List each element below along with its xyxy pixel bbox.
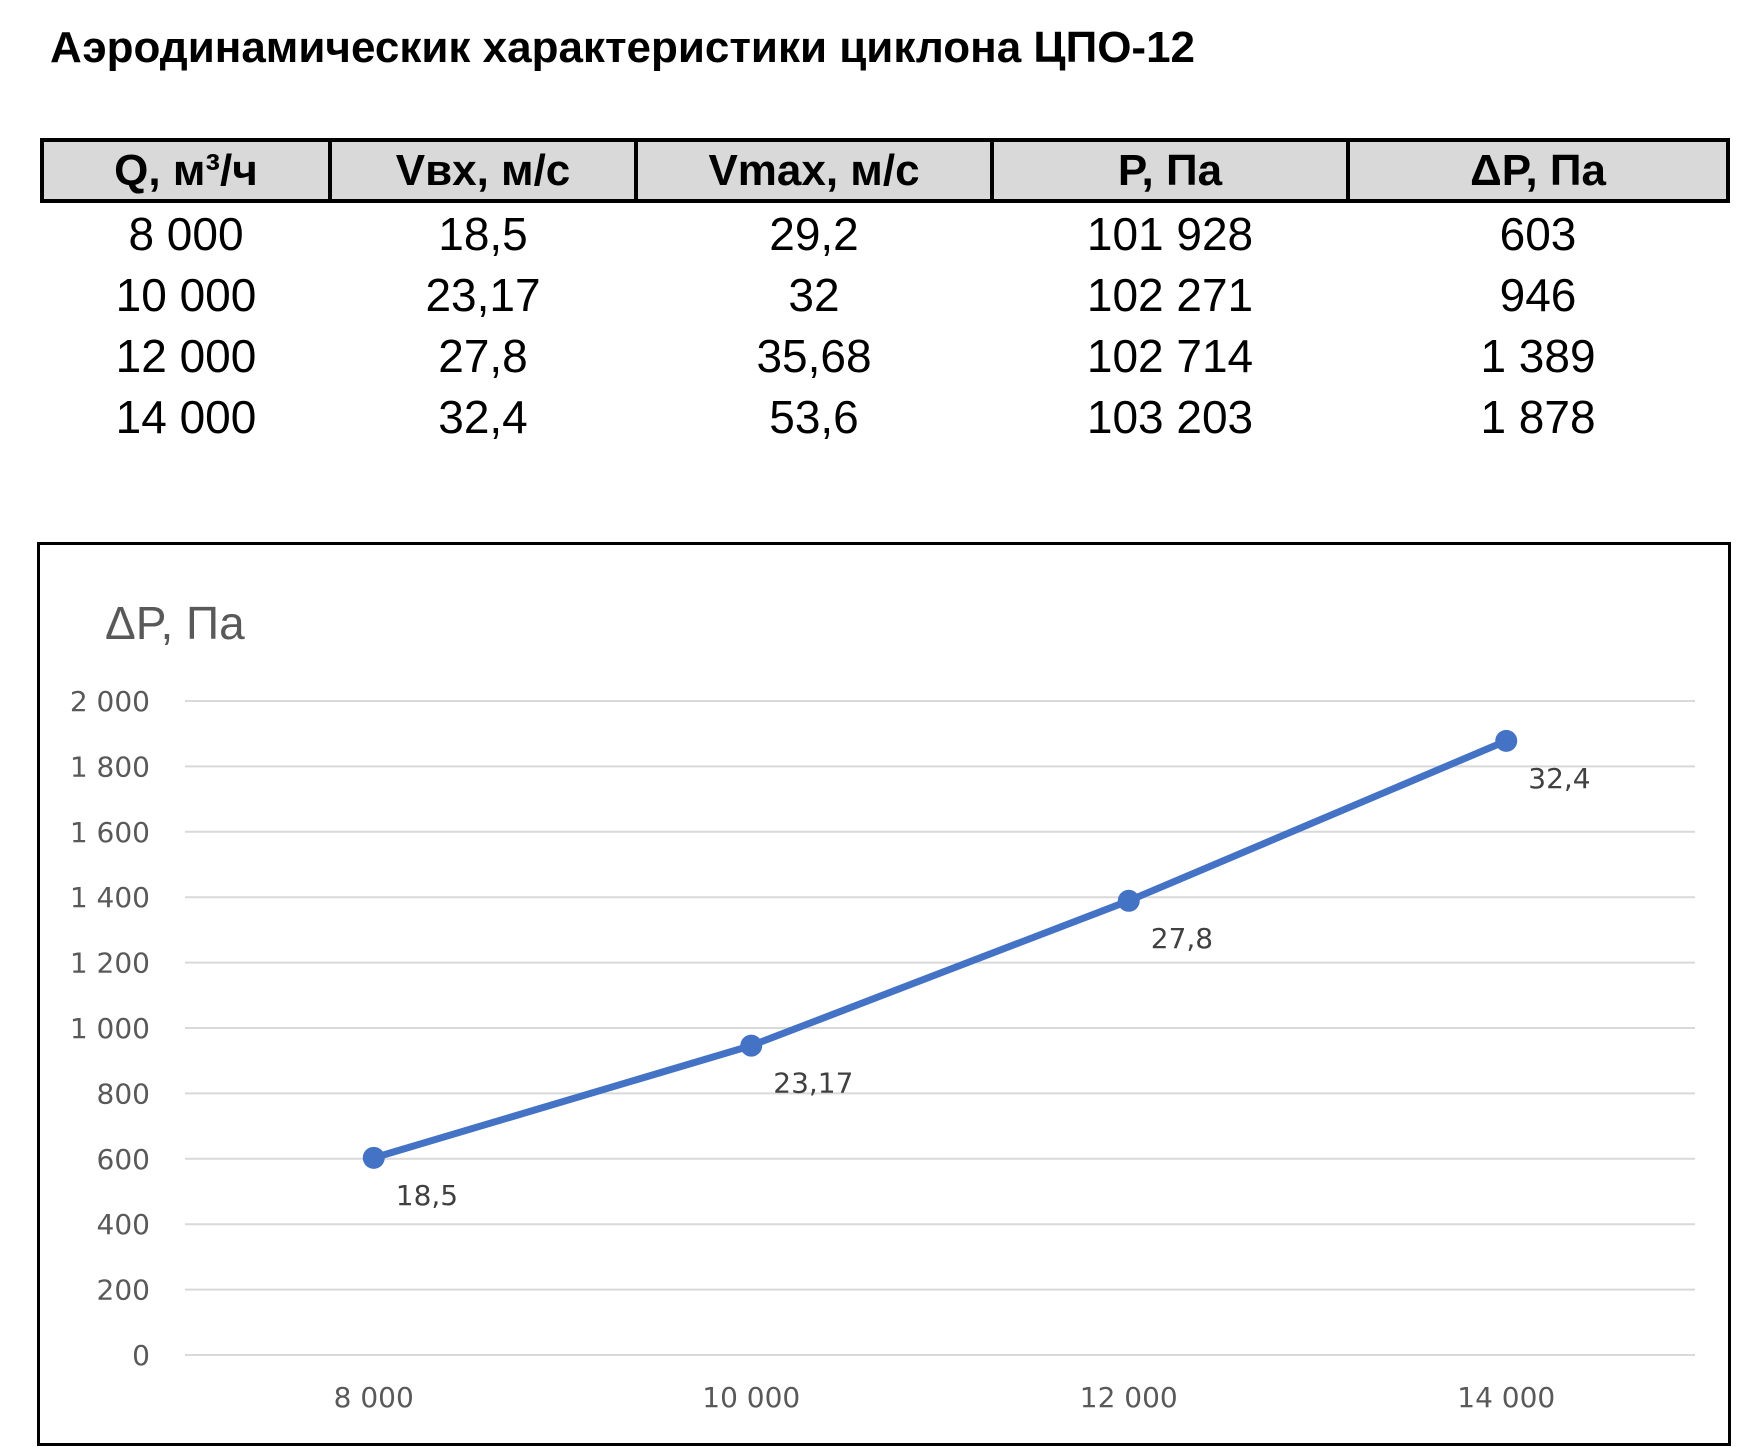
x-tick-label: 10 000: [702, 1381, 800, 1414]
y-tick-label: 1 000: [70, 1012, 150, 1045]
cell-p: 101 928: [1086, 207, 1254, 260]
table-row: 12 000 27,8 35,68 102 714 1 389: [42, 325, 1728, 386]
cell-v-in: 32,4: [438, 390, 528, 443]
table-row: 14 000 32,4 53,6 103 203 1 878: [42, 386, 1728, 447]
cell-p: 102 714: [1086, 329, 1254, 382]
cell-v-in: 23,17: [425, 268, 541, 321]
series-layer: [362, 729, 1518, 1169]
y-tick-label: 200: [97, 1274, 150, 1307]
x-tick-label: 14 000: [1457, 1381, 1555, 1414]
x-tick-label: 12 000: [1080, 1381, 1178, 1414]
table-row: 10 000 23,17 32 102 271 946: [42, 264, 1728, 325]
y-tick-label: 1 400: [70, 881, 150, 914]
cell-q: 14 000: [115, 390, 257, 443]
page-title: Аэродинамическик характеристики циклона …: [50, 23, 1196, 72]
cell-delta-p: 1 389: [1480, 329, 1596, 382]
y-tick-label: 400: [97, 1208, 150, 1241]
y-tick-label: 1 600: [70, 816, 150, 849]
pressure-drop-chart: ΔP, Па 0 200 400 600 800 1 000 1 200 1 400 1 600…: [70, 597, 1695, 1414]
gridlines: [185, 700, 1695, 1356]
cell-v-in: 27,8: [438, 329, 528, 382]
header-v-max: Vmax, м/с: [634, 138, 994, 203]
cell-delta-p: 1 878: [1480, 390, 1596, 443]
cell-q: 8 000: [128, 207, 244, 260]
y-tick-label: 600: [97, 1143, 150, 1176]
data-label: 27,8: [1151, 922, 1213, 955]
x-tick-labels: 8 000 10 000 12 000 14 000: [334, 1381, 1556, 1414]
cell-q: 12 000: [115, 329, 257, 382]
data-point: [740, 1034, 763, 1057]
cell-p: 102 271: [1086, 268, 1254, 321]
cell-v-max: 53,6: [769, 390, 859, 443]
cell-v-max: 29,2: [769, 207, 859, 260]
y-tick-label: 0: [132, 1339, 150, 1372]
header-p: P, Па: [990, 138, 1350, 203]
y-tick-label: 1 200: [70, 947, 150, 980]
y-tick-label: 2 000: [70, 685, 150, 718]
cell-delta-p: 603: [1499, 207, 1577, 260]
header-delta-p: ΔP, Па: [1346, 138, 1730, 203]
x-tick-label: 8 000: [334, 1381, 414, 1414]
cell-delta-p: 946: [1499, 268, 1577, 321]
cell-v-in: 18,5: [438, 207, 528, 260]
y-tick-label: 800: [97, 1077, 150, 1110]
series-line: [370, 737, 1510, 1162]
y-tick-label: 1 800: [70, 750, 150, 783]
header-v-in: Vвх, м/с: [328, 138, 638, 203]
data-point: [362, 1146, 385, 1169]
y-tick-labels: 0 200 400 600 800 1 000 1 200 1 400 1 600 1 800 2 …: [70, 685, 150, 1372]
data-label: 32,4: [1528, 762, 1590, 795]
y-axis-title: ΔP, Па: [105, 597, 245, 649]
data-point: [1495, 729, 1518, 752]
header-q: Q, м³/ч: [40, 138, 332, 203]
chart-frame: ΔP, Па 0 200 400 600 800 1 000 1 200 1 400 1 600…: [37, 542, 1731, 1446]
cell-p: 103 203: [1086, 390, 1254, 443]
data-label: 23,17: [773, 1067, 853, 1100]
table-header-row: Q, м³/ч Vвх, м/с Vmax, м/с P, Па ΔP, Па: [40, 138, 1730, 203]
cell-v-max: 32: [788, 268, 840, 321]
aerodynamic-table: Q, м³/ч Vвх, м/с Vmax, м/с P, Па ΔP, Па …: [40, 138, 1730, 447]
data-label: 18,5: [396, 1179, 458, 1212]
cell-q: 10 000: [115, 268, 257, 321]
data-point: [1117, 889, 1140, 912]
table-row: 8 000 18,5 29,2 101 928 603: [42, 201, 1728, 264]
data-labels: 18,5 23,17 27,8 32,4: [396, 762, 1591, 1212]
cell-v-max: 35,68: [756, 329, 872, 382]
